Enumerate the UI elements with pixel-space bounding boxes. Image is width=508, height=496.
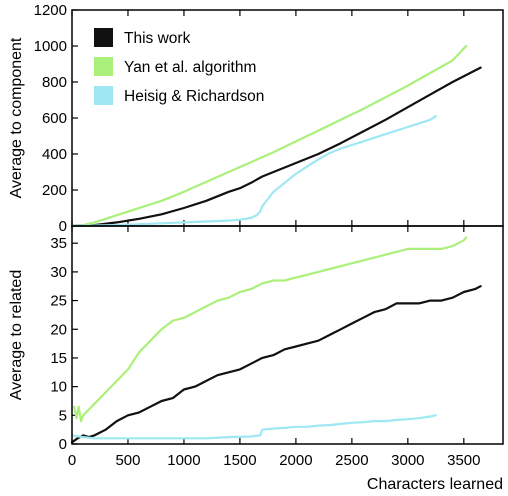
xtick-label: 2000 <box>279 452 312 469</box>
y-axis-label: Average to related <box>8 270 25 400</box>
xtick-label: 1000 <box>167 452 200 469</box>
series-line-yan-et-al-algorithm <box>73 236 468 423</box>
series-line-heisig-richardson <box>70 115 437 228</box>
xtick-label: 1500 <box>223 452 256 469</box>
legend-swatch <box>94 86 113 105</box>
ytick-label: 30 <box>50 264 67 281</box>
plot-frame <box>71 225 504 445</box>
ytick-label: 15 <box>50 350 67 367</box>
ytick-label: 10 <box>50 379 67 396</box>
xtick-label: 500 <box>115 452 140 469</box>
ytick-label: 800 <box>42 74 67 91</box>
xtick-label: 2500 <box>335 452 368 469</box>
x-axis-label: Characters learned <box>367 476 503 493</box>
ytick-label: 200 <box>42 182 67 199</box>
ytick-label: 1000 <box>34 38 67 55</box>
xtick-label: 3500 <box>447 452 480 469</box>
legend: This work Yan et al. algorithm Heisig & Ri… <box>94 28 264 105</box>
xtick-label: 0 <box>68 452 76 469</box>
legend-label: Heisig & Richardson <box>124 88 264 105</box>
ytick-label: 0 <box>59 436 67 453</box>
legend-label: This work <box>124 30 191 47</box>
series-line-this-work <box>70 285 482 444</box>
ytick-label: 600 <box>42 110 67 127</box>
legend-swatch <box>94 28 113 47</box>
ytick-label: 5 <box>59 407 67 424</box>
series-line-heisig-richardson <box>70 414 437 440</box>
ytick-label: 20 <box>50 321 67 338</box>
ytick-label: 400 <box>42 146 67 163</box>
ytick-label: 1200 <box>34 2 67 19</box>
legend-swatch <box>94 57 113 76</box>
xtick-label: 3000 <box>391 452 424 469</box>
ytick-label: 25 <box>50 293 67 310</box>
panel-1: 0 200 400 600 800 1000 1200 Average to componen… <box>8 2 504 235</box>
legend-label: Yan et al. algorithm <box>124 59 256 76</box>
ytick-label: 0 <box>59 218 67 235</box>
y-axis-label: Average to component <box>8 37 25 198</box>
series-line-this-work <box>70 66 482 228</box>
ytick-label: 35 <box>50 235 67 252</box>
series-line-yan-et-al-algorithm <box>82 44 468 227</box>
panel-2: 0 5 10 15 20 25 30 35 0 500 1000 1500 2000 2500 3000 35… <box>8 225 504 493</box>
